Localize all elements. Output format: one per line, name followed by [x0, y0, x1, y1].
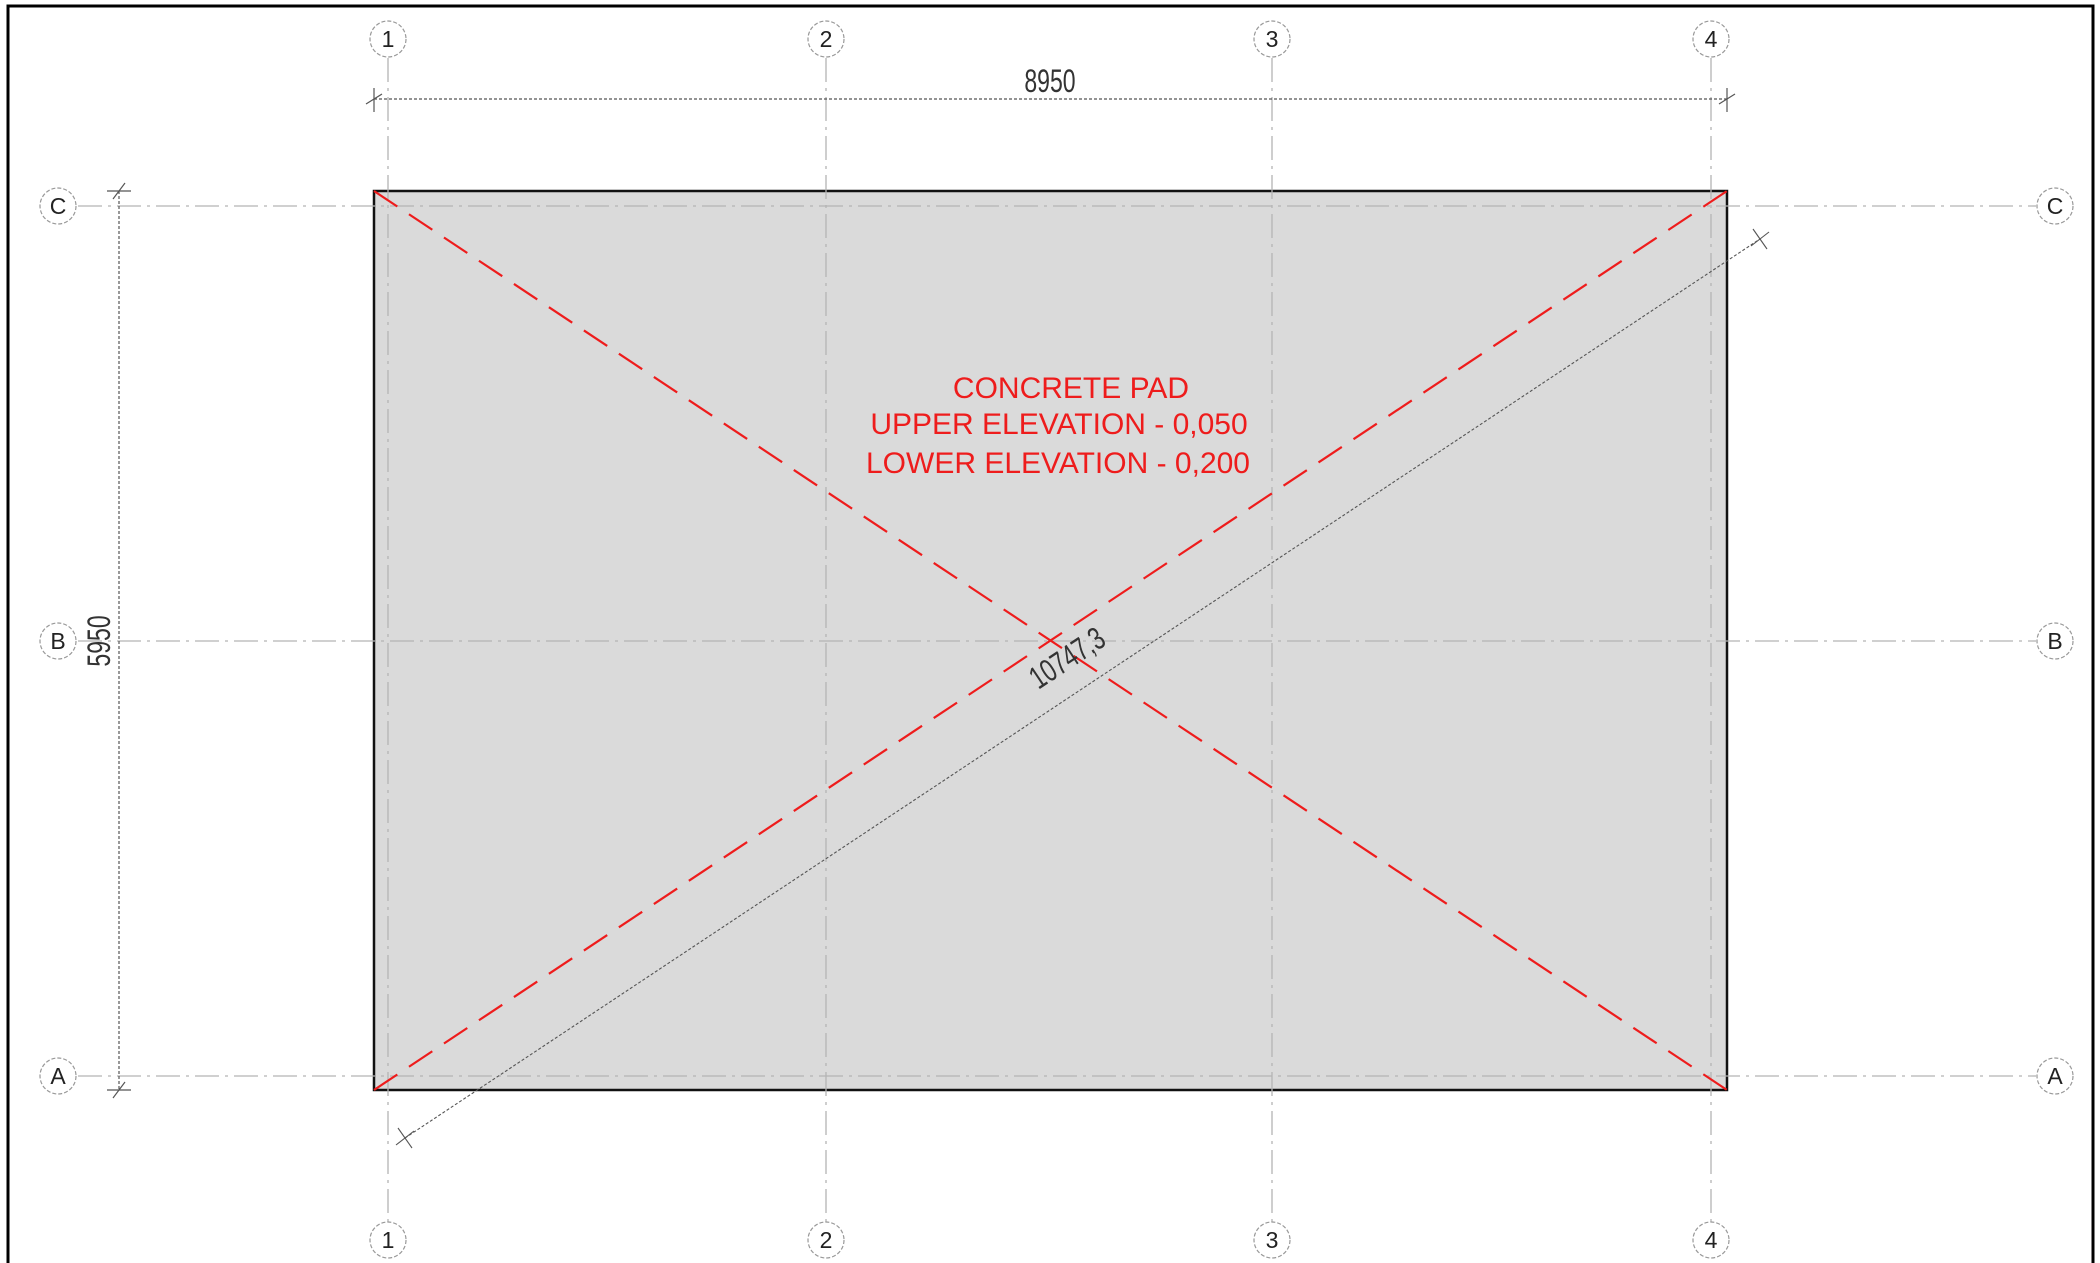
svg-text:A: A: [2047, 1063, 2063, 1089]
grid-bubble-a-right[interactable]: A: [2036, 1057, 2074, 1095]
svg-text:2: 2: [820, 26, 833, 52]
dimension-vertical: [107, 182, 131, 1099]
note-line-1: CONCRETE PAD: [953, 372, 1189, 405]
svg-text:1: 1: [382, 26, 395, 52]
grid-bubble-3-bottom[interactable]: 3: [1253, 1221, 1291, 1259]
svg-text:A: A: [50, 1063, 66, 1089]
grid-bubble-2-bottom[interactable]: 2: [807, 1221, 845, 1259]
grid-bubble-4-top[interactable]: 4: [1692, 20, 1730, 58]
dimension-diagonal: [395, 228, 1770, 1149]
dimension-horizontal: [365, 88, 1736, 112]
grid-bubbles-left: C B A: [39, 187, 77, 1095]
grid-bubble-3-top[interactable]: 3: [1253, 20, 1291, 58]
svg-text:C: C: [2047, 193, 2064, 219]
dimension-horizontal-label: 8950: [1024, 63, 1075, 99]
grid-bubble-4-bottom[interactable]: 4: [1692, 1221, 1730, 1259]
grid-bubble-c-left[interactable]: C: [39, 187, 77, 225]
grid-bubble-b-right[interactable]: B: [2036, 622, 2074, 660]
grid-bubble-2-top[interactable]: 2: [807, 20, 845, 58]
svg-text:C: C: [50, 193, 67, 219]
note-line-2: UPPER ELEVATION - 0,050: [870, 408, 1247, 441]
grid-bubble-b-left[interactable]: B: [39, 622, 77, 660]
svg-text:B: B: [2047, 628, 2062, 654]
svg-text:4: 4: [1705, 26, 1718, 52]
grid-bubbles-top: 1 2 3 4: [369, 20, 1730, 58]
grid-bubble-1-top[interactable]: 1: [369, 20, 407, 58]
dimension-vertical-label: 5950: [81, 615, 117, 666]
svg-text:3: 3: [1266, 26, 1279, 52]
grid-lines-horizontal: [78, 205, 2036, 1077]
svg-text:1: 1: [382, 1227, 395, 1253]
note-line-3: LOWER ELEVATION - 0,200: [866, 447, 1250, 480]
grid-bubbles-bottom: 1 2 3 4: [369, 1221, 1730, 1259]
sheet-border: [6, 4, 2095, 1263]
grid-bubbles-right: C B A: [2036, 187, 2074, 1095]
grid-bubble-1-bottom[interactable]: 1: [369, 1221, 407, 1259]
pad-diagonals: [373, 190, 1728, 1091]
diagonal-red-2: [373, 190, 1728, 1091]
svg-text:4: 4: [1705, 1227, 1718, 1253]
svg-text:2: 2: [820, 1227, 833, 1253]
svg-text:B: B: [50, 628, 65, 654]
grid-bubble-a-left[interactable]: A: [39, 1057, 77, 1095]
svg-text:3: 3: [1266, 1227, 1279, 1253]
grid-bubble-c-right[interactable]: C: [2036, 187, 2074, 225]
